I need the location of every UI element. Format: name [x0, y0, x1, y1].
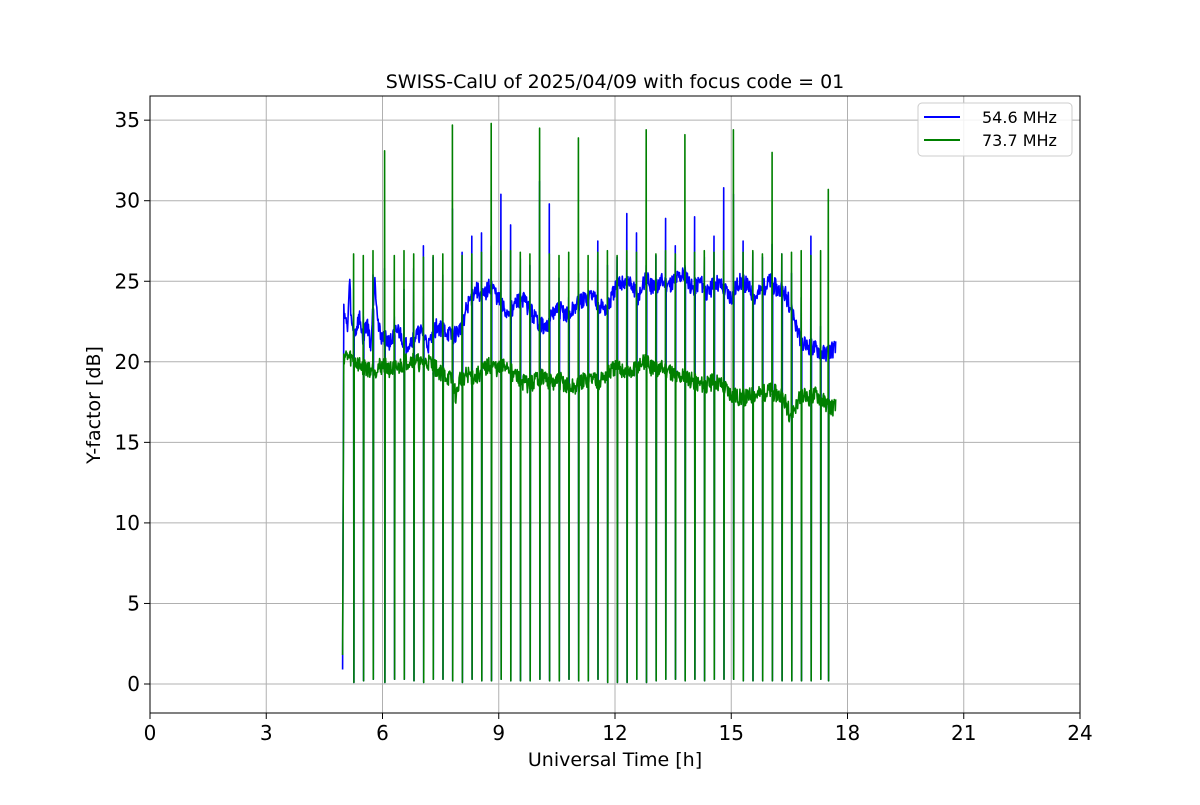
y-tick-label: 20 [115, 350, 140, 374]
x-tick-label: 21 [951, 721, 976, 745]
y-axis-label: Y-factor [dB] [83, 346, 105, 465]
x-tick-label: 12 [602, 721, 627, 745]
series-lines [341, 122, 837, 684]
x-tick-label: 15 [719, 721, 744, 745]
y-tick-label: 15 [115, 430, 140, 454]
y-tick-label: 0 [127, 672, 140, 696]
chart-title: SWISS-CalU of 2025/04/09 with focus code… [386, 71, 845, 93]
legend: 54.6 MHz 73.7 MHz [917, 102, 1073, 157]
y-axis-ticks: 0 5 10 15 20 25 30 35 [115, 108, 150, 696]
x-tick-label: 9 [492, 721, 505, 745]
x-tick-label: 6 [376, 721, 389, 745]
y-tick-label: 5 [127, 591, 140, 615]
x-tick-label: 18 [835, 721, 860, 745]
legend-label-54-6: 54.6 MHz [982, 108, 1057, 127]
x-tick-label: 24 [1067, 721, 1092, 745]
x-tick-label: 0 [144, 721, 157, 745]
x-axis-ticks: 0 3 6 9 12 15 18 21 24 [144, 713, 1093, 745]
y-tick-label: 30 [115, 189, 140, 213]
y-tick-label: 25 [115, 269, 140, 293]
y-tick-label: 35 [115, 108, 140, 132]
series-line-73-7 [341, 122, 837, 684]
x-axis-label: Universal Time [h] [528, 749, 702, 771]
y-tick-label: 10 [115, 511, 140, 535]
legend-label-73-7: 73.7 MHz [982, 131, 1057, 150]
x-tick-label: 3 [260, 721, 273, 745]
